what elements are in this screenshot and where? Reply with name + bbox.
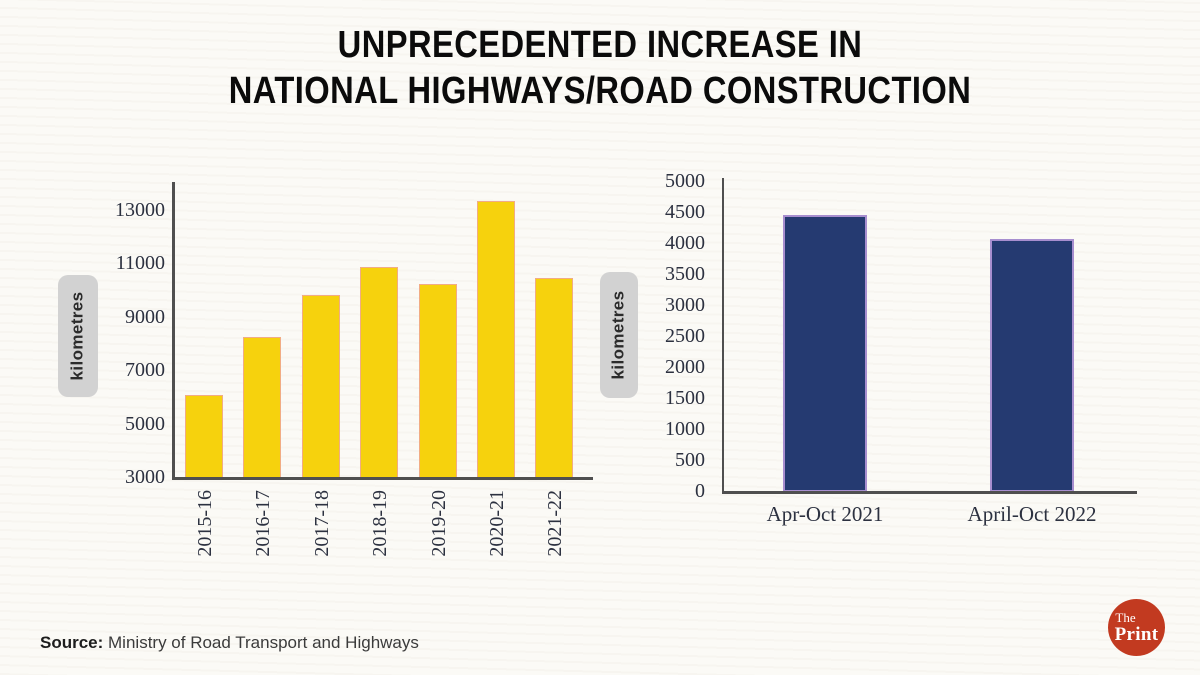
bar-2015-16 <box>185 395 223 478</box>
title-line-2: NATIONAL HIGHWAYS/ROAD CONSTRUCTION <box>228 70 972 112</box>
bar-2018-19 <box>360 267 399 478</box>
y-tick-label: 2000 <box>665 356 705 378</box>
y-tick-label: 3500 <box>665 263 705 285</box>
title-line-1: UNPRECEDENTED INCREASE IN <box>337 24 863 66</box>
y-tick-label: 4500 <box>665 201 705 223</box>
y-axis-label-pill: kilometres <box>600 272 638 398</box>
y-axis-line <box>721 178 724 494</box>
y-tick-label: 5000 <box>125 412 165 435</box>
y-axis-label: kilometres <box>609 290 629 380</box>
y-axis-label-pill: kilometres <box>58 275 98 397</box>
x-axis-line <box>172 477 593 480</box>
bar-apr-oct-2021 <box>783 215 867 492</box>
y-tick-label: 9000 <box>125 305 165 328</box>
bar-2020-21 <box>477 201 515 478</box>
source-text: Ministry of Road Transport and Highways <box>103 633 419 652</box>
y-tick-label: 0 <box>695 480 705 502</box>
logo-word-the: The <box>1115 610 1136 625</box>
y-axis-line <box>172 182 175 480</box>
bar-2019-20 <box>418 283 457 478</box>
bar-april-oct-2022 <box>990 239 1074 492</box>
source-attribution: Source: Ministry of Road Transport and H… <box>40 633 419 653</box>
y-tick-label: 500 <box>675 449 705 471</box>
y-tick-label: 3000 <box>125 466 165 488</box>
x-tick-label: Apr-Oct 2021 <box>766 502 884 526</box>
bar-2016-17 <box>243 337 282 478</box>
bar-2017-18 <box>301 294 340 478</box>
y-tick-label: 3000 <box>665 294 705 316</box>
bar-2021-22 <box>535 277 574 478</box>
y-tick-label: 1500 <box>665 387 705 409</box>
logo-word-print: Print <box>1114 624 1159 645</box>
x-tick-label: April-Oct 2022 <box>967 502 1097 526</box>
y-tick-label: 4000 <box>665 232 705 254</box>
page-title: UNPRECEDENTED INCREASE IN NATIONAL HIGHW… <box>84 22 1116 114</box>
y-tick-label: 7000 <box>125 359 165 382</box>
y-tick-label: 5000 <box>665 170 705 192</box>
y-tick-label: 11000 <box>115 252 165 275</box>
y-tick-label: 13000 <box>115 199 165 221</box>
y-tick-label: 2500 <box>665 325 705 347</box>
theprint-logo: The Print <box>1108 599 1165 656</box>
x-axis-line <box>721 491 1137 494</box>
y-tick-label: 1000 <box>665 418 705 440</box>
source-label: Source: <box>40 633 104 652</box>
